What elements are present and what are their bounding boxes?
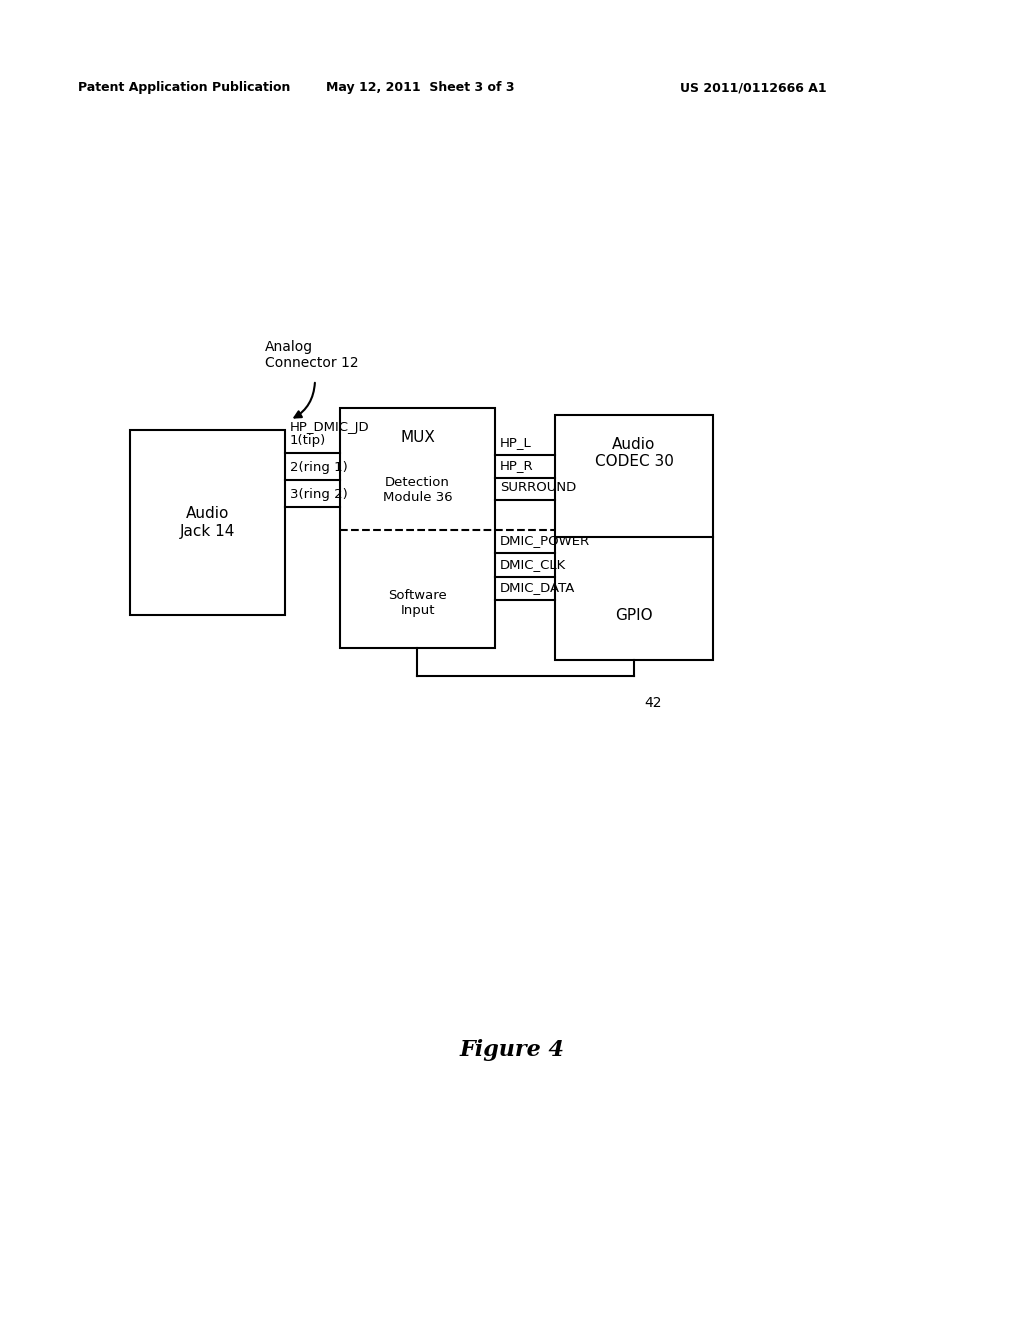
Text: Audio
Jack 14: Audio Jack 14 bbox=[180, 507, 236, 539]
Text: Analog
Connector 12: Analog Connector 12 bbox=[265, 339, 358, 370]
Text: GPIO: GPIO bbox=[615, 607, 653, 623]
Text: Audio
CODEC 30: Audio CODEC 30 bbox=[595, 437, 674, 469]
Text: Detection
Module 36: Detection Module 36 bbox=[383, 477, 453, 504]
Text: Figure 4: Figure 4 bbox=[460, 1039, 564, 1061]
Text: DMIC_CLK: DMIC_CLK bbox=[500, 558, 566, 572]
Text: 42: 42 bbox=[644, 696, 662, 710]
Text: 2(ring 1): 2(ring 1) bbox=[290, 461, 348, 474]
Bar bbox=[340, 408, 495, 648]
Text: May 12, 2011  Sheet 3 of 3: May 12, 2011 Sheet 3 of 3 bbox=[326, 82, 514, 95]
Text: MUX: MUX bbox=[400, 430, 435, 446]
Bar bbox=[130, 430, 285, 615]
Text: DMIC_DATA: DMIC_DATA bbox=[500, 581, 575, 594]
Text: SURROUND: SURROUND bbox=[500, 480, 577, 494]
Text: Software
Input: Software Input bbox=[388, 589, 446, 616]
Text: DMIC_POWER: DMIC_POWER bbox=[500, 535, 590, 546]
Text: 1(tip): 1(tip) bbox=[290, 434, 327, 447]
Text: Patent Application Publication: Patent Application Publication bbox=[78, 82, 291, 95]
Text: 3(ring 2): 3(ring 2) bbox=[290, 488, 348, 502]
Text: US 2011/0112666 A1: US 2011/0112666 A1 bbox=[680, 82, 826, 95]
Text: HP_L: HP_L bbox=[500, 436, 531, 449]
Bar bbox=[555, 414, 713, 660]
Text: HP_DMIC_JD: HP_DMIC_JD bbox=[290, 421, 370, 433]
Text: HP_R: HP_R bbox=[500, 459, 534, 473]
